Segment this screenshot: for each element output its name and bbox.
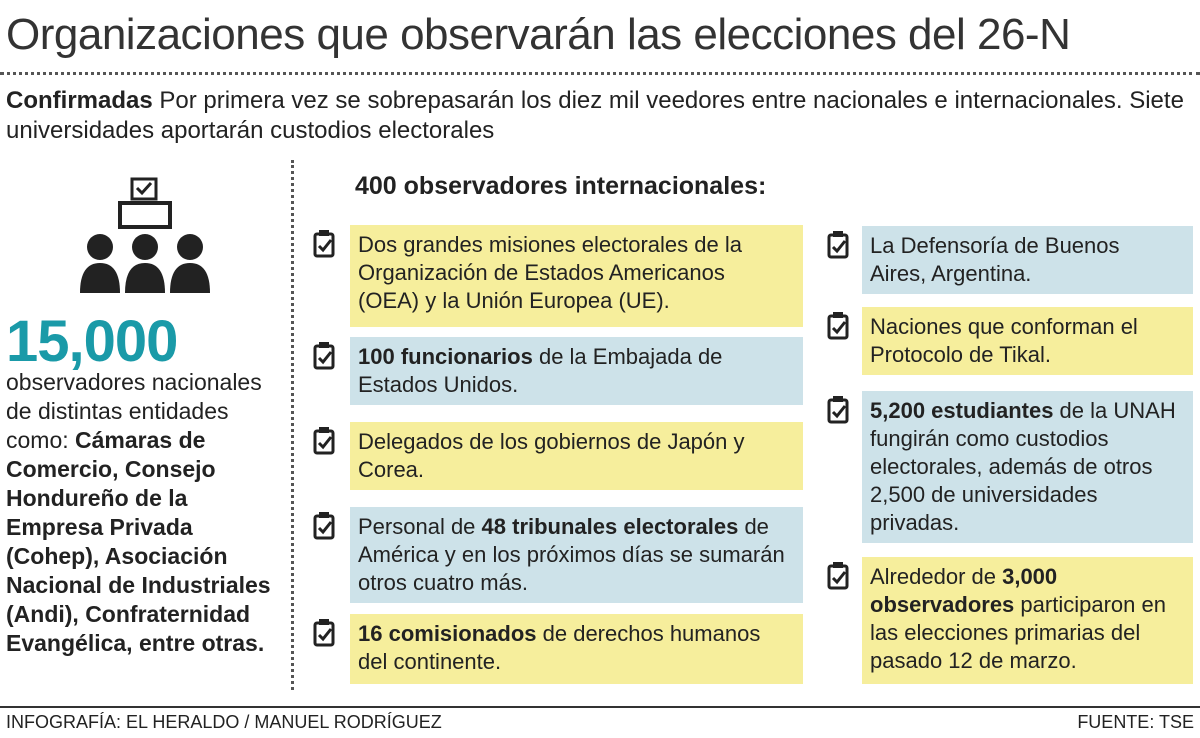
national-desc: observadores nacionales de distintas ent…	[6, 369, 262, 453]
item-highlight: 3,000 observadores	[870, 564, 1064, 617]
clipboard-icon	[827, 562, 849, 590]
item-segment: de América y en los próximos días se sum…	[358, 514, 791, 595]
item-segment: Alrededor de	[870, 564, 1003, 589]
clipboard-icon	[313, 230, 335, 258]
item-text: Naciones que conforman el Protocolo de T…	[870, 313, 1180, 369]
item-box: 5,200 estudiantes de la UNAH fungirán co…	[862, 391, 1193, 543]
item-text: 16 comisionados de derechos humanos del …	[358, 620, 788, 676]
item-box: 16 comisionados de derechos humanos del …	[350, 614, 803, 684]
item-segment: Naciones que conforman el Protocolo de T…	[870, 314, 1144, 367]
subtitle: Confirmadas Por primera vez se sobrepasa…	[6, 86, 1196, 146]
item-highlight: 5,200 estudiantes	[870, 398, 1054, 423]
divider	[291, 160, 294, 690]
item-box: 100 funcionarios de la Embajada de Estad…	[350, 337, 803, 405]
national-entities: Cámaras de Comercio, Consejo Hondureño d…	[6, 427, 271, 656]
clipboard-icon	[313, 427, 335, 455]
item-box: Alrededor de 3,000 observadores particip…	[862, 557, 1193, 684]
international-heading: 400 observadores internacionales:	[355, 172, 767, 200]
clipboard-icon	[313, 512, 335, 540]
title: Organizaciones que observarán las elecci…	[6, 10, 1071, 59]
item-segment: Delegados de los gobiernos de Japón y Co…	[358, 429, 751, 482]
national-number: 15,000	[6, 309, 178, 374]
divider	[0, 706, 1200, 708]
item-text: 100 funcionarios de la Embajada de Estad…	[358, 343, 788, 399]
item-text: Alrededor de 3,000 observadores particip…	[870, 563, 1180, 675]
item-highlight: 100 funcionarios	[358, 344, 533, 369]
credit: INFOGRAFÍA: EL HERALDO / MANUEL RODRÍGUE…	[6, 712, 442, 732]
clipboard-icon	[827, 396, 849, 424]
source: FUENTE: TSE	[1077, 712, 1194, 732]
item-box: Personal de 48 tribunales electorales de…	[350, 507, 803, 603]
item-segment: Dos grandes misiones electorales de la O…	[358, 232, 749, 313]
item-text: 5,200 estudiantes de la UNAH fungirán co…	[870, 397, 1180, 537]
clipboard-icon	[313, 619, 335, 647]
item-segment: participaron en las elecciones primarias…	[870, 592, 1173, 673]
item-segment: de la Embajada de Estados Unidos.	[358, 344, 729, 397]
item-segment: de la UNAH fungirán como custodios elect…	[870, 398, 1182, 535]
clipboard-icon	[827, 231, 849, 259]
item-segment: Personal de	[358, 514, 482, 539]
national-text: observadores nacionales de distintas ent…	[6, 368, 288, 658]
item-highlight: 16 comisionados	[358, 621, 537, 646]
subtitle-lead: Confirmadas	[6, 87, 153, 114]
item-text: Delegados de los gobiernos de Japón y Co…	[358, 428, 788, 484]
item-text: La Defensoría de Buenos Aires, Argentina…	[870, 232, 1180, 288]
item-box: Naciones que conforman el Protocolo de T…	[862, 307, 1193, 375]
clipboard-icon	[313, 342, 335, 370]
item-segment: de derechos humanos del continente.	[358, 621, 767, 674]
divider	[0, 72, 1200, 75]
item-text: Personal de 48 tribunales electorales de…	[358, 513, 788, 597]
item-box: La Defensoría de Buenos Aires, Argentina…	[862, 226, 1193, 294]
voters-icon	[80, 177, 210, 293]
item-box: Delegados de los gobiernos de Japón y Co…	[350, 422, 803, 490]
item-highlight: 48 tribunales electorales	[481, 514, 739, 539]
item-segment: La Defensoría de Buenos Aires, Argentina…	[870, 233, 1125, 286]
clipboard-icon	[827, 312, 849, 340]
subtitle-text: Por primera vez se sobrepasarán los diez…	[6, 87, 1184, 144]
item-text: Dos grandes misiones electorales de la O…	[358, 231, 788, 315]
item-box: Dos grandes misiones electorales de la O…	[350, 225, 803, 327]
